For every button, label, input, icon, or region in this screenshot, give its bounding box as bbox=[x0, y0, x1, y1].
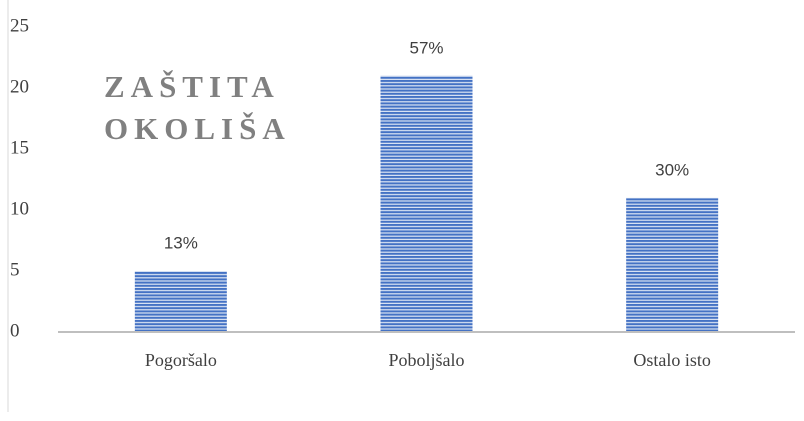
y-tick-label: 10 bbox=[10, 198, 29, 219]
data-label: 57% bbox=[409, 38, 443, 57]
y-tick-label: 15 bbox=[10, 137, 29, 158]
x-tick-label: Ostalo isto bbox=[633, 350, 711, 370]
chart-title: ZAŠTITA OKOLIŠA bbox=[104, 69, 291, 146]
bar bbox=[626, 197, 719, 332]
x-tick-label: Poboljšalo bbox=[388, 350, 464, 370]
y-tick-label: 25 bbox=[10, 15, 29, 36]
bar bbox=[134, 271, 227, 332]
data-label: 13% bbox=[164, 233, 198, 252]
y-tick-label: 20 bbox=[10, 76, 29, 97]
y-tick-label: 5 bbox=[10, 259, 20, 280]
x-tick-label: Pogoršalo bbox=[145, 350, 217, 370]
bar bbox=[380, 75, 473, 333]
y-tick-label: 0 bbox=[10, 320, 20, 341]
data-label: 30% bbox=[655, 160, 689, 179]
